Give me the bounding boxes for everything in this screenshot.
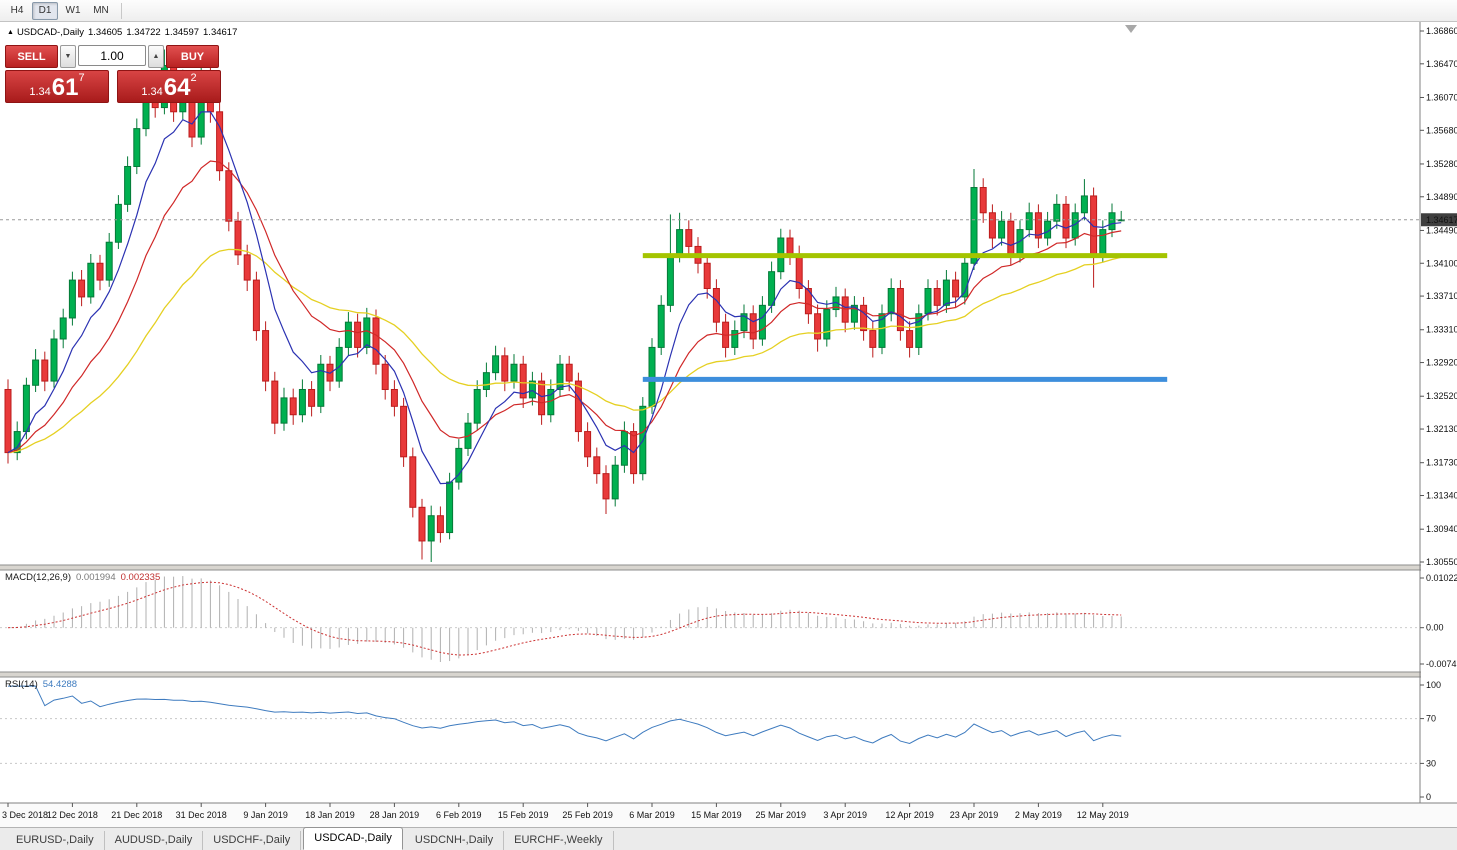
- svg-text:1.36470: 1.36470: [1426, 59, 1457, 69]
- svg-text:12 Apr 2019: 12 Apr 2019: [885, 810, 934, 820]
- svg-text:1.31340: 1.31340: [1426, 491, 1457, 501]
- volume-increase-button[interactable]: ▲: [148, 45, 164, 68]
- buy-price-prefix: 1.34: [141, 86, 163, 98]
- timeframe-mn-button[interactable]: MN: [88, 2, 114, 20]
- rsi-label: RSI(14): [5, 679, 38, 690]
- sell-price-prefix: 1.34: [29, 86, 51, 98]
- svg-text:31 Dec 2018: 31 Dec 2018: [176, 810, 227, 820]
- svg-text:23 Apr 2019: 23 Apr 2019: [950, 810, 999, 820]
- tab-audusd-daily[interactable]: AUDUSD-,Daily: [105, 831, 204, 850]
- svg-text:1.30940: 1.30940: [1426, 524, 1457, 534]
- symbol-marker-icon: ▲: [7, 29, 14, 36]
- tab-eurusd-daily[interactable]: EURUSD-,Daily: [6, 831, 105, 850]
- svg-text:1.32130: 1.32130: [1426, 424, 1457, 434]
- svg-text:15 Mar 2019: 15 Mar 2019: [691, 810, 742, 820]
- buy-price-point: 2: [190, 72, 197, 84]
- svg-text:3 Dec 2018: 3 Dec 2018: [2, 810, 48, 820]
- svg-text:1.31730: 1.31730: [1426, 458, 1457, 468]
- toolbar-divider: [121, 2, 122, 19]
- tab-usdcad-daily[interactable]: USDCAD-,Daily: [303, 827, 403, 850]
- svg-text:1.36860: 1.36860: [1426, 26, 1457, 36]
- svg-text:-0.00747: -0.00747: [1426, 659, 1457, 669]
- spin-up-icon: ▲: [152, 53, 160, 60]
- timeframe-toolbar: H4 D1 W1 MN: [0, 0, 1457, 22]
- svg-text:30: 30: [1426, 758, 1436, 768]
- svg-text:25 Mar 2019: 25 Mar 2019: [756, 810, 807, 820]
- svg-text:1.32920: 1.32920: [1426, 358, 1457, 368]
- buy-price-display[interactable]: 1.34 64 2: [117, 70, 221, 103]
- rsi-value: 54.4288: [42, 679, 78, 690]
- svg-text:1.33710: 1.33710: [1426, 291, 1457, 301]
- chart-symbol-label: USDCAD-,Daily: [16, 27, 84, 38]
- svg-text:0.00: 0.00: [1426, 623, 1444, 633]
- macd-signal-value: 0.002335: [120, 572, 161, 583]
- svg-text:1.34490: 1.34490: [1426, 225, 1457, 235]
- sell-button[interactable]: SELL: [5, 45, 58, 68]
- svg-text:1.35680: 1.35680: [1426, 125, 1457, 135]
- timeframe-d1-button[interactable]: D1: [32, 1, 58, 20]
- svg-text:3 Apr 2019: 3 Apr 2019: [823, 810, 867, 820]
- svg-text:1.34617: 1.34617: [1426, 215, 1457, 225]
- svg-text:1.36070: 1.36070: [1426, 92, 1457, 102]
- timeframe-h4-button[interactable]: H4: [4, 2, 30, 20]
- svg-text:1.34890: 1.34890: [1426, 192, 1457, 202]
- svg-text:0.01022: 0.01022: [1426, 573, 1457, 583]
- tab-usdchf-daily[interactable]: USDCHF-,Daily: [203, 831, 302, 850]
- ohlc-close: 1.34617: [203, 27, 238, 38]
- svg-text:9 Jan 2019: 9 Jan 2019: [243, 810, 288, 820]
- svg-text:2 May 2019: 2 May 2019: [1015, 810, 1062, 820]
- buy-button[interactable]: BUY: [166, 45, 219, 68]
- sell-price-pips: 61: [51, 74, 79, 101]
- svg-text:12 Dec 2018: 12 Dec 2018: [47, 810, 98, 820]
- timeframe-w1-button[interactable]: W1: [60, 2, 86, 20]
- svg-text:15 Feb 2019: 15 Feb 2019: [498, 810, 549, 820]
- svg-text:1.30550: 1.30550: [1426, 557, 1457, 567]
- svg-text:1.35280: 1.35280: [1426, 159, 1457, 169]
- svg-text:1.34100: 1.34100: [1426, 258, 1457, 268]
- svg-text:21 Dec 2018: 21 Dec 2018: [111, 810, 162, 820]
- svg-text:12 May 2019: 12 May 2019: [1077, 810, 1129, 820]
- buy-price-pips: 64: [163, 74, 191, 101]
- macd-value: 0.001994: [76, 572, 116, 583]
- svg-text:6 Feb 2019: 6 Feb 2019: [436, 810, 482, 820]
- svg-text:1.33310: 1.33310: [1426, 325, 1457, 335]
- svg-text:28 Jan 2019: 28 Jan 2019: [370, 810, 420, 820]
- macd-label: MACD(12,26,9): [5, 572, 71, 583]
- tab-usdcnh-daily[interactable]: USDCNH-,Daily: [405, 831, 505, 850]
- rsi-panel-header: RSI(14) 54.4288: [5, 679, 77, 690]
- chart-tab-bar: EURUSD-,Daily AUDUSD-,Daily USDCHF-,Dail…: [0, 827, 1457, 850]
- chart-canvas[interactable]: 1.36860 1.36470 1.36070 1.35680 1.35280 1.348…: [0, 22, 1457, 827]
- ohlc-open: 1.34605: [87, 27, 123, 38]
- macd-panel-header: MACD(12,26,9) 0.001994 0.002335: [5, 572, 160, 583]
- svg-text:70: 70: [1426, 714, 1436, 724]
- svg-text:100: 100: [1426, 680, 1441, 690]
- tab-eurchf-weekly[interactable]: EURCHF-,Weekly: [504, 831, 614, 850]
- volume-decrease-button[interactable]: ▼: [60, 45, 76, 68]
- svg-text:1.32520: 1.32520: [1426, 391, 1457, 401]
- ohlc-low: 1.34597: [164, 27, 200, 38]
- svg-text:25 Feb 2019: 25 Feb 2019: [562, 810, 613, 820]
- spin-down-icon: ▼: [64, 53, 72, 60]
- svg-text:18 Jan 2019: 18 Jan 2019: [305, 810, 355, 820]
- sell-price-point: 7: [78, 72, 85, 84]
- ohlc-high: 1.34722: [126, 27, 161, 38]
- svg-text:6 Mar 2019: 6 Mar 2019: [629, 810, 675, 820]
- volume-input[interactable]: [78, 45, 146, 66]
- chart-ohlc-header: ▲ USDCAD-,Daily 1.34605 1.34722 1.34597 1.346…: [7, 27, 241, 38]
- sell-price-display[interactable]: 1.34 61 7: [5, 70, 109, 103]
- svg-text:0: 0: [1426, 792, 1431, 802]
